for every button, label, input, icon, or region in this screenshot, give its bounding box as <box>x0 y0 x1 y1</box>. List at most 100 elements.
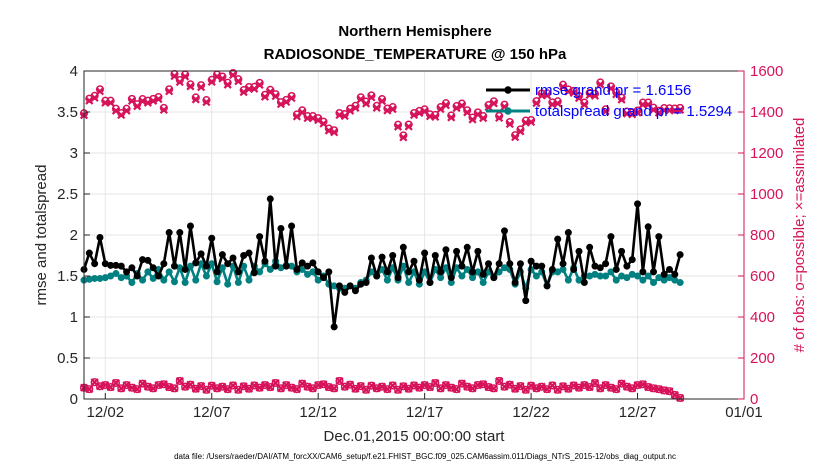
obs-assimilated-point <box>287 93 296 103</box>
totalspread-point <box>532 272 540 280</box>
obs-assimilated-point <box>537 382 546 391</box>
obs-assimilated-point <box>223 80 232 89</box>
obs-assimilated-point <box>606 383 616 392</box>
rmse-point <box>405 268 413 276</box>
rmse-point <box>650 268 658 276</box>
rmse-point <box>527 257 535 265</box>
y2-tick-label: 600 <box>750 268 775 285</box>
obs-assimilated-point <box>239 88 248 97</box>
rmse-point <box>628 256 636 264</box>
y-tick-label: 4 <box>70 63 78 80</box>
obs-assimilated-point <box>330 128 339 137</box>
obs-assimilated-point <box>676 105 685 115</box>
rmse-point <box>314 268 322 276</box>
rmse-point <box>85 249 93 257</box>
obs-assimilated-point <box>351 103 360 112</box>
obs-assimilated-point <box>340 382 349 391</box>
y-tick-label: 3 <box>70 145 78 162</box>
obs-assimilated-point <box>101 380 110 390</box>
rmse-point <box>495 260 503 268</box>
obs-assimilated-point <box>308 114 317 123</box>
obs-possible-point <box>590 378 600 388</box>
obs-assimilated-point <box>218 382 227 391</box>
obs-assimilated-point <box>473 110 482 119</box>
obs-assimilated-point <box>228 71 238 80</box>
legend-label-rmse: rmse grand pr = 1.6156 <box>535 82 691 99</box>
obs-possible-point <box>90 378 99 387</box>
axes-layer: 12/02 12/07 12/12 12/17 12/22 12/27 01/0100.51… <box>57 63 783 421</box>
obs-assimilated-point <box>463 382 472 391</box>
x-tick-label: 12/02 <box>87 404 125 421</box>
x-tick-label: 12/07 <box>193 404 231 421</box>
obs-assimilated-point <box>484 103 493 112</box>
obs-assimilated-point <box>676 393 685 403</box>
y-tick-label: 2 <box>70 227 78 244</box>
rmse-point <box>538 262 546 270</box>
y2-axis-label: # of obs: o=possible; ×=assimilated <box>791 118 808 353</box>
rmse-point <box>500 227 508 235</box>
obs-assimilated-point <box>170 384 179 393</box>
rmse-point <box>458 262 466 270</box>
obs-assimilated-point <box>143 98 152 107</box>
rmse-point <box>320 274 328 282</box>
obs-assimilated-point <box>314 116 323 125</box>
rmse-point <box>485 260 493 268</box>
rmse-point <box>341 288 349 296</box>
totalspread-point <box>165 268 173 276</box>
rmse-point <box>655 233 663 241</box>
obs-assimilated-point <box>346 106 355 115</box>
rmse-point <box>570 265 578 273</box>
rmse-point <box>607 233 615 241</box>
obs-assimilated-point <box>436 384 445 393</box>
obs-assimilated-point <box>415 108 424 118</box>
totalspread-point <box>128 279 136 287</box>
rmse-point <box>256 233 264 241</box>
obs-assimilated-point <box>542 385 552 394</box>
rmse-point <box>261 257 269 265</box>
rmse-point <box>639 268 647 276</box>
obs-assimilated-point <box>207 381 216 390</box>
obs-assimilated-point <box>223 385 232 394</box>
rmse-point <box>234 268 242 276</box>
totalspread-point <box>405 279 413 287</box>
rmse-point <box>665 265 673 273</box>
obs-assimilated-point <box>495 376 504 386</box>
rmse-point <box>282 262 290 270</box>
obs-assimilated-point <box>383 385 392 394</box>
rmse-point <box>511 279 519 287</box>
rmse-point <box>623 262 631 270</box>
obs-possible-point <box>228 381 238 390</box>
obs-assimilated-point <box>463 108 472 117</box>
obs-assimilated-point <box>532 384 541 393</box>
totalspread-point <box>144 268 152 276</box>
obs-assimilated-point <box>356 382 365 391</box>
obs-assimilated-point <box>564 384 573 393</box>
obs-assimilated-point <box>149 384 158 393</box>
obs-possible-point <box>335 376 344 386</box>
rmse-point <box>580 279 588 287</box>
totalspread-point <box>170 278 178 286</box>
obs-assimilated-point <box>431 112 440 121</box>
rmse-point <box>373 272 381 280</box>
obs-assimilated-point <box>319 119 328 128</box>
y-tick-label: 0 <box>70 391 78 408</box>
obs-possible-point <box>271 378 280 388</box>
obs-possible-point <box>202 385 211 394</box>
obs-assimilated-point <box>367 381 376 390</box>
y-tick-label: 1 <box>70 309 78 326</box>
obs-assimilated-point <box>617 379 626 388</box>
rmse-point <box>586 243 594 251</box>
obs-assimilated-point <box>468 384 477 393</box>
rmse-point <box>612 265 620 273</box>
totalspread-point <box>202 272 210 280</box>
rmse-point <box>474 247 482 255</box>
obs-assimilated-point <box>95 87 105 96</box>
obs-assimilated-point <box>383 106 392 115</box>
obs-assimilated-point <box>404 122 413 131</box>
rmse-point <box>213 268 221 276</box>
obs-assimilated-point <box>590 91 600 100</box>
obs-assimilated-point <box>212 72 222 81</box>
rmse-point <box>192 259 200 267</box>
rmse-point <box>543 282 551 290</box>
y2-tick-label: 0 <box>750 391 758 408</box>
